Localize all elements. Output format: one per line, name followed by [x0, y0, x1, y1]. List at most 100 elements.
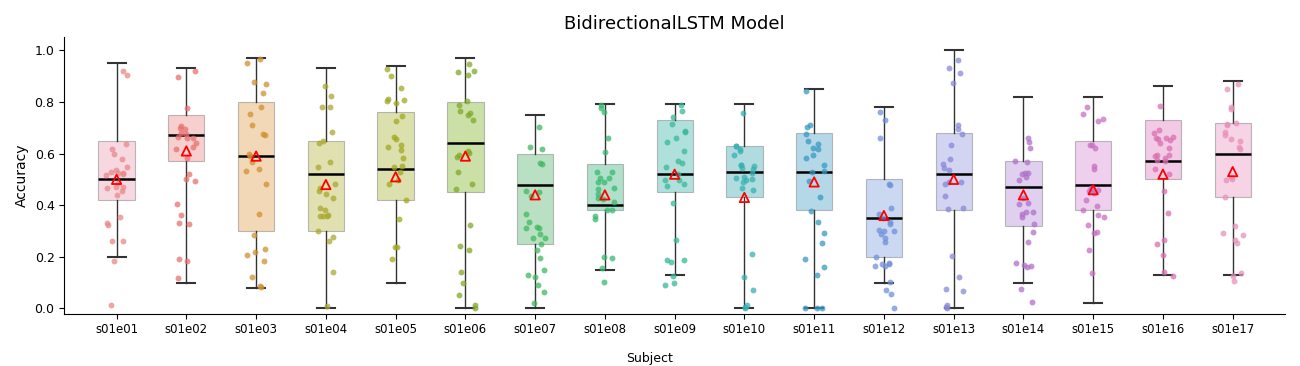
Point	[1093, 214, 1114, 220]
Point	[868, 227, 889, 233]
PathPatch shape	[377, 112, 413, 200]
Point	[243, 79, 264, 85]
Point	[1082, 142, 1102, 148]
Point	[316, 303, 337, 309]
Point	[384, 134, 404, 140]
Point	[1084, 190, 1105, 195]
Point	[1017, 264, 1037, 270]
Point	[871, 231, 892, 237]
Point	[1018, 200, 1039, 206]
Point	[1011, 214, 1032, 220]
Point	[176, 131, 196, 137]
Point	[1144, 167, 1165, 172]
Point	[948, 126, 968, 131]
Point	[112, 188, 133, 194]
Point	[170, 123, 191, 129]
Point	[800, 122, 820, 128]
Point	[1023, 221, 1044, 227]
Point	[585, 217, 606, 223]
Point	[244, 232, 265, 238]
Point	[250, 104, 270, 109]
Point	[814, 168, 835, 173]
Point	[1158, 145, 1179, 151]
Point	[170, 212, 191, 218]
Point	[814, 230, 835, 236]
Point	[525, 192, 546, 198]
Point	[182, 135, 203, 141]
Point	[311, 104, 332, 109]
Point	[1154, 155, 1175, 161]
Point	[315, 207, 335, 213]
Point	[1221, 175, 1241, 180]
Point	[534, 290, 555, 295]
Point	[1015, 170, 1036, 176]
Point	[177, 105, 198, 111]
Point	[384, 164, 404, 170]
Point	[598, 135, 619, 141]
Point	[316, 191, 337, 197]
Point	[1222, 169, 1243, 175]
Point	[814, 162, 835, 168]
Point	[316, 213, 337, 219]
Point	[393, 155, 413, 161]
Point	[450, 108, 471, 114]
Point	[1080, 187, 1101, 193]
Point	[810, 194, 831, 200]
Point	[308, 141, 329, 146]
Point	[107, 184, 127, 190]
Point	[307, 228, 328, 234]
Point	[879, 182, 900, 188]
Point	[107, 192, 127, 198]
Title: BidirectionalLSTM Model: BidirectionalLSTM Model	[564, 15, 785, 33]
Point	[391, 147, 412, 153]
Point	[385, 244, 406, 250]
Point	[320, 159, 341, 165]
Point	[1014, 262, 1035, 268]
Point	[1156, 135, 1176, 141]
Point	[529, 124, 550, 130]
Point	[796, 87, 816, 93]
Point	[1019, 145, 1040, 151]
Point	[1072, 207, 1093, 213]
Point	[1010, 286, 1031, 292]
Point	[1019, 139, 1040, 145]
Point	[458, 72, 478, 78]
Point	[879, 260, 900, 266]
Point	[529, 231, 550, 237]
Point	[590, 105, 611, 111]
Point	[1227, 240, 1248, 246]
Point	[1149, 140, 1170, 146]
Point	[868, 211, 889, 217]
Point	[452, 280, 473, 285]
Point	[1017, 135, 1037, 141]
Point	[255, 81, 276, 87]
Point	[251, 284, 272, 290]
Point	[252, 131, 273, 137]
Point	[663, 114, 684, 120]
Point	[950, 179, 971, 185]
Point	[1154, 238, 1175, 243]
Point	[179, 171, 200, 177]
PathPatch shape	[99, 141, 135, 200]
Point	[385, 174, 406, 180]
Point	[394, 97, 415, 103]
Point	[242, 122, 263, 127]
Point	[455, 153, 476, 159]
Point	[602, 207, 623, 213]
Point	[1013, 192, 1034, 198]
Point	[872, 216, 893, 221]
Point	[1228, 143, 1249, 149]
Point	[168, 134, 188, 140]
Point	[1011, 211, 1032, 217]
Point	[1088, 118, 1109, 124]
Point	[377, 66, 398, 72]
Point	[655, 165, 676, 171]
Point	[1144, 130, 1165, 136]
Point	[390, 142, 411, 148]
Point	[935, 193, 956, 199]
Point	[881, 206, 902, 212]
Point	[593, 109, 614, 115]
Point	[447, 169, 468, 175]
Point	[464, 306, 485, 311]
Point	[675, 128, 696, 134]
